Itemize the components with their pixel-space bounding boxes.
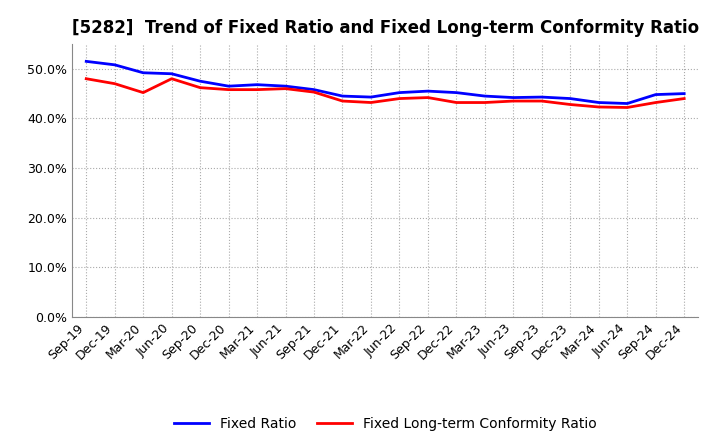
Fixed Long-term Conformity Ratio [196,85,204,90]
Title: [5282]  Trend of Fixed Ratio and Fixed Long-term Conformity Ratio: [5282] Trend of Fixed Ratio and Fixed Lo… [71,19,699,37]
Fixed Ratio [139,70,148,75]
Fixed Ratio [537,95,546,100]
Fixed Ratio [366,95,375,100]
Fixed Long-term Conformity Ratio [282,86,290,91]
Fixed Ratio [338,93,347,99]
Fixed Long-term Conformity Ratio [82,76,91,81]
Fixed Long-term Conformity Ratio [110,81,119,86]
Legend: Fixed Ratio, Fixed Long-term Conformity Ratio: Fixed Ratio, Fixed Long-term Conformity … [168,411,602,436]
Fixed Ratio [623,101,631,106]
Fixed Long-term Conformity Ratio [253,87,261,92]
Fixed Ratio [225,84,233,89]
Fixed Ratio [652,92,660,97]
Fixed Ratio [509,95,518,100]
Fixed Ratio [253,82,261,87]
Fixed Ratio [480,93,489,99]
Fixed Ratio [110,62,119,67]
Fixed Long-term Conformity Ratio [652,100,660,105]
Fixed Long-term Conformity Ratio [139,90,148,95]
Fixed Ratio [310,87,318,92]
Fixed Long-term Conformity Ratio [366,100,375,105]
Fixed Ratio [167,71,176,77]
Fixed Ratio [423,88,432,94]
Fixed Long-term Conformity Ratio [338,99,347,104]
Fixed Long-term Conformity Ratio [452,100,461,105]
Fixed Ratio [196,79,204,84]
Fixed Long-term Conformity Ratio [395,96,404,101]
Fixed Ratio [452,90,461,95]
Fixed Long-term Conformity Ratio [310,89,318,95]
Line: Fixed Long-term Conformity Ratio: Fixed Long-term Conformity Ratio [86,79,684,107]
Fixed Ratio [82,59,91,64]
Fixed Long-term Conformity Ratio [225,87,233,92]
Fixed Ratio [282,84,290,89]
Fixed Long-term Conformity Ratio [595,104,603,110]
Fixed Long-term Conformity Ratio [537,99,546,104]
Fixed Long-term Conformity Ratio [423,95,432,100]
Fixed Long-term Conformity Ratio [680,96,688,101]
Fixed Long-term Conformity Ratio [167,76,176,81]
Fixed Ratio [395,90,404,95]
Fixed Ratio [595,100,603,105]
Line: Fixed Ratio: Fixed Ratio [86,61,684,103]
Fixed Long-term Conformity Ratio [566,102,575,107]
Fixed Long-term Conformity Ratio [480,100,489,105]
Fixed Long-term Conformity Ratio [509,99,518,104]
Fixed Long-term Conformity Ratio [623,105,631,110]
Fixed Ratio [680,91,688,96]
Fixed Ratio [566,96,575,101]
